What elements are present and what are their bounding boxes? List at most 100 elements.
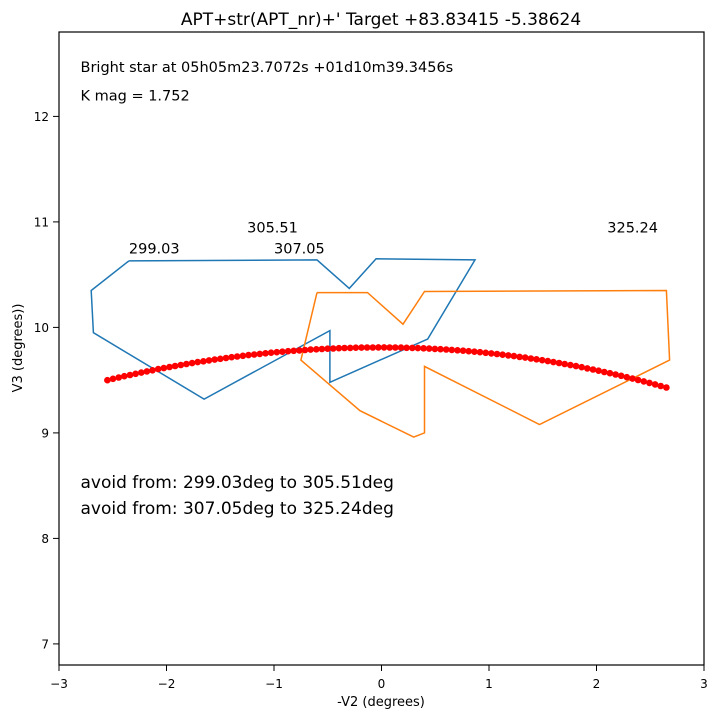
data-point: [567, 361, 574, 369]
data-point: [380, 344, 388, 351]
y-tick-label: 11: [34, 215, 49, 229]
data-point: [126, 371, 134, 379]
annotation-text: 305.51: [247, 220, 298, 236]
data-point: [115, 374, 122, 381]
data-point: [584, 365, 591, 372]
data-point: [205, 357, 213, 364]
data-point: [572, 362, 580, 370]
annotation-text: 299.03: [129, 242, 180, 258]
data-point: [646, 379, 653, 387]
data-point: [233, 353, 241, 360]
data-point: [459, 347, 467, 355]
data-point: [544, 357, 552, 365]
data-point: [386, 344, 394, 351]
y-axis-label: V3 (degrees)): [11, 304, 26, 393]
x-tick-label: 0: [378, 677, 386, 691]
data-point: [663, 384, 670, 391]
data-point: [138, 369, 145, 376]
data-point: [290, 347, 298, 355]
x-tick-label: 2: [593, 677, 601, 691]
y-tick-label: 10: [34, 321, 49, 335]
x-tick-label: −1: [265, 677, 283, 691]
data-point: [352, 344, 360, 352]
data-point: [606, 369, 614, 377]
plot-area: Bright star at 05h05m23.7072s +01d10m39.…: [81, 60, 671, 519]
annotation-text: 307.05: [274, 242, 325, 258]
data-point: [121, 372, 128, 380]
y-tick-label: 7: [41, 637, 49, 651]
data-point: [533, 356, 540, 363]
data-point: [448, 346, 456, 354]
data-point: [550, 358, 557, 366]
data-point: [612, 371, 619, 378]
x-tick-label: 3: [700, 677, 708, 691]
data-point: [211, 356, 218, 363]
data-point: [392, 344, 399, 351]
data-point: [617, 372, 625, 380]
chart-title: APT+str(APT_nr)+' Target +83.83415 -5.38…: [181, 10, 581, 30]
data-point: [341, 344, 348, 352]
data-point: [640, 378, 648, 385]
data-point: [657, 382, 664, 390]
annotation-text: K mag = 1.752: [81, 89, 190, 105]
data-point: [403, 344, 410, 352]
data-point: [250, 351, 258, 358]
data-point: [651, 381, 659, 388]
data-point: [256, 350, 264, 358]
data-point: [499, 351, 506, 359]
data-point: [629, 375, 636, 382]
y-tick-label: 8: [41, 532, 49, 546]
data-point: [521, 354, 529, 361]
data-point: [425, 345, 433, 352]
data-point: [397, 344, 405, 351]
data-point: [222, 354, 230, 362]
data-point: [273, 348, 281, 356]
data-point: [177, 361, 185, 369]
data-point: [369, 344, 377, 351]
x-tick-label: 1: [485, 677, 493, 691]
data-point: [279, 348, 286, 356]
x-tick-label: −3: [50, 677, 68, 691]
data-point: [324, 345, 331, 353]
data-point: [471, 348, 478, 356]
data-point: [104, 376, 111, 384]
data-point: [555, 359, 563, 367]
data-point: [442, 346, 450, 353]
data-point: [228, 353, 235, 361]
data-point: [109, 375, 117, 383]
data-point: [510, 352, 518, 360]
data-point: [488, 350, 495, 357]
data-point: [296, 347, 303, 354]
data-point: [160, 364, 168, 372]
data-point: [149, 367, 156, 374]
data-point: [431, 345, 439, 353]
data-point: [200, 358, 207, 365]
data-point: [420, 345, 427, 352]
data-point: [217, 355, 224, 363]
data-point: [634, 376, 642, 384]
x-axis-label: -V2 (degrees): [337, 695, 425, 710]
data-point: [143, 368, 151, 375]
data-point: [375, 344, 382, 351]
data-point: [307, 346, 314, 353]
annotation-text: avoid from: 307.05deg to 325.24deg: [81, 499, 394, 519]
data-point: [132, 370, 139, 378]
data-point: [284, 347, 292, 355]
data-point: [363, 344, 371, 351]
data-point: [465, 347, 473, 355]
data-point: [476, 348, 484, 356]
data-point: [267, 349, 275, 357]
data-point: [437, 345, 444, 353]
series-0-line: [90, 258, 477, 400]
data-point: [154, 365, 162, 373]
data-point: [245, 351, 252, 359]
data-point: [482, 349, 490, 357]
data-point: [188, 359, 196, 367]
data-point: [194, 358, 201, 366]
data-point: [409, 344, 416, 352]
data-point: [527, 355, 535, 362]
data-point: [538, 356, 546, 364]
data-point: [301, 346, 309, 354]
